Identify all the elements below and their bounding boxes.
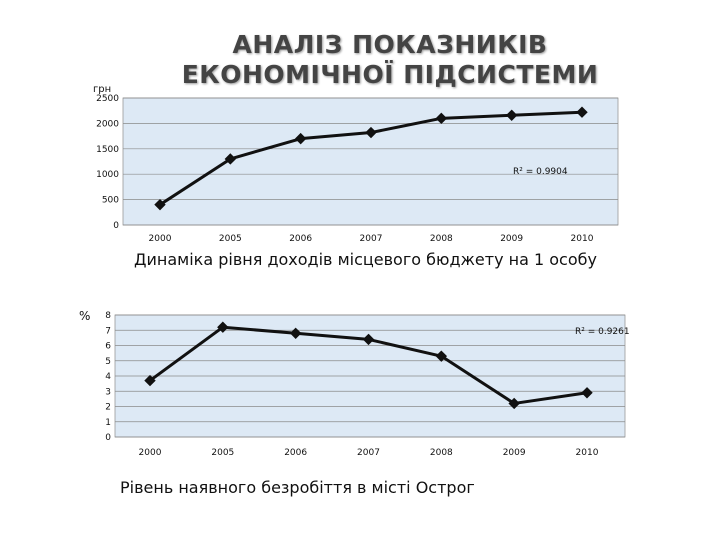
chart1-ytick-label: 500 (102, 196, 119, 206)
chart1-caption: Динаміка рівня доходів місцевого бюджету… (134, 250, 597, 269)
chart2-unit-label: % (79, 309, 91, 323)
chart2-data-point (217, 321, 229, 333)
chart1-xtick-label: 2005 (219, 234, 242, 244)
chart2-xtick-label: 2000 (139, 448, 162, 458)
chart2-data-point (435, 350, 448, 362)
chart2-xtick-label: 2009 (503, 448, 526, 458)
chart2-ytick-label: 0 (105, 433, 111, 443)
page-title: АНАЛІЗ ПОКАЗНИКІВ ЕКОНОМІЧНОЇ ПІДСИСТЕМИ (181, 30, 599, 89)
chart2-ytick-label: 2 (105, 403, 111, 413)
chart1-xtick-label: 2000 (149, 234, 172, 244)
chart2-data-point (362, 333, 375, 346)
chart2-ytick-label: 4 (105, 372, 111, 382)
chart1-xtick-label: 2007 (360, 234, 383, 244)
chart1-data-point (576, 106, 588, 118)
chart1-data-point (505, 109, 518, 121)
chart2-ytick-label: 1 (105, 418, 111, 428)
chart1-data-point (294, 132, 307, 145)
chart1-unit-label: грн (93, 84, 112, 95)
chart2-xtick-label: 2008 (430, 448, 453, 458)
chart2-ytick-label: 5 (105, 357, 111, 367)
chart2-ytick-label: 7 (105, 326, 111, 336)
chart1-data-point (365, 126, 377, 139)
chart1-plot-area (122, 97, 619, 226)
chart2-ytick-label: 6 (105, 342, 111, 352)
chart2-xtick-label: 2007 (357, 448, 380, 458)
chart1-ytick-label: 2500 (96, 94, 119, 104)
chart1-r2-label: R² = 0.9904 (513, 167, 568, 177)
chart2-caption: Рівень наявного безробіття в місті Остро… (120, 478, 475, 497)
chart2-data-point (508, 397, 520, 410)
chart2-data-point (581, 387, 593, 399)
chart1-ytick-label: 2000 (96, 119, 119, 129)
chart2-ytick-label: 8 (105, 311, 111, 321)
chart2-xtick-label: 2010 (576, 448, 599, 458)
chart1-data-point (224, 153, 237, 165)
chart2-ytick-label: 3 (105, 387, 111, 397)
chart1-xtick-label: 2010 (571, 234, 594, 244)
chart2-data-point (289, 327, 302, 340)
chart1-xtick-label: 2009 (500, 234, 523, 244)
chart1-xtick-label: 2006 (289, 234, 312, 244)
chart2-r2-label: R² = 0.9261 (575, 327, 630, 337)
chart2-xtick-label: 2006 (284, 448, 307, 458)
chart2-xtick-label: 2005 (211, 448, 234, 458)
chart1-ytick-label: 1500 (96, 145, 119, 155)
chart1-data-point (435, 112, 448, 125)
chart1-ytick-label: 0 (113, 221, 119, 231)
chart2-data-point (144, 374, 156, 387)
chart1-data-point (154, 198, 166, 211)
chart1-xtick-label: 2008 (430, 234, 453, 244)
chart1-ytick-label: 1000 (96, 170, 119, 180)
